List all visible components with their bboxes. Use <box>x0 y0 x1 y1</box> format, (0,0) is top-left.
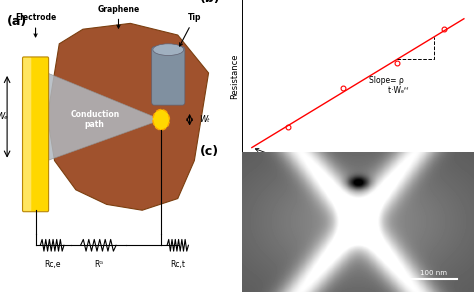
Text: 100 nm: 100 nm <box>420 270 447 276</box>
Text: (c): (c) <box>200 145 219 158</box>
Text: (a): (a) <box>7 15 27 28</box>
Polygon shape <box>47 23 209 210</box>
Text: Rᴄ,t: Rᴄ,t <box>170 260 185 269</box>
X-axis label: Relative distance: Relative distance <box>322 171 394 180</box>
FancyBboxPatch shape <box>23 58 31 211</box>
Text: Graphene: Graphene <box>97 5 140 28</box>
Text: Rᴄ,e: Rᴄ,e <box>44 260 60 269</box>
Text: Rᴄ: Rᴄ <box>255 148 299 167</box>
Polygon shape <box>47 73 161 161</box>
Y-axis label: Resistance: Resistance <box>230 53 239 99</box>
FancyBboxPatch shape <box>152 47 185 105</box>
Circle shape <box>153 110 170 130</box>
Text: Wₑ: Wₑ <box>0 112 8 121</box>
Ellipse shape <box>153 44 184 55</box>
Text: (b): (b) <box>200 0 220 6</box>
Text: Tip: Tip <box>180 13 201 46</box>
Text: Slope= ρ
        t·Wₑᶠᶠ: Slope= ρ t·Wₑᶠᶠ <box>369 76 409 95</box>
Text: Conduction
path: Conduction path <box>70 110 119 129</box>
FancyBboxPatch shape <box>23 57 48 212</box>
Text: Wₜ: Wₜ <box>199 115 210 124</box>
Text: Electrode: Electrode <box>15 13 56 37</box>
Text: Rᴳ: Rᴳ <box>94 260 103 269</box>
